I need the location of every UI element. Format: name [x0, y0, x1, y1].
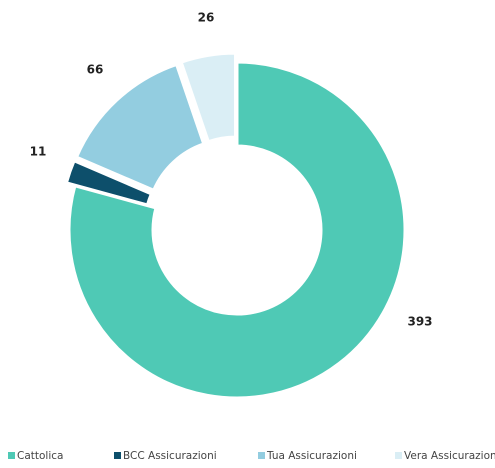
donut-slice: [67, 60, 407, 400]
legend-label: BCC Assicurazioni: [123, 450, 217, 462]
legend-label: Vera Assicurazioni: [404, 450, 495, 462]
legend-swatch: [395, 452, 402, 459]
donut-slice: [179, 51, 238, 144]
legend-label: Tua Assicurazioni: [266, 450, 357, 462]
data-label: 66: [87, 63, 104, 77]
donut-slice: [74, 62, 206, 193]
legend-label: Cattolica: [17, 450, 63, 462]
donut-slice: [64, 158, 154, 207]
legend-swatch: [258, 452, 265, 459]
data-label: 11: [30, 145, 47, 159]
legend-swatch: [8, 452, 15, 459]
data-label: 26: [198, 11, 215, 25]
data-label: 393: [407, 315, 432, 329]
legend-swatch: [114, 452, 121, 459]
